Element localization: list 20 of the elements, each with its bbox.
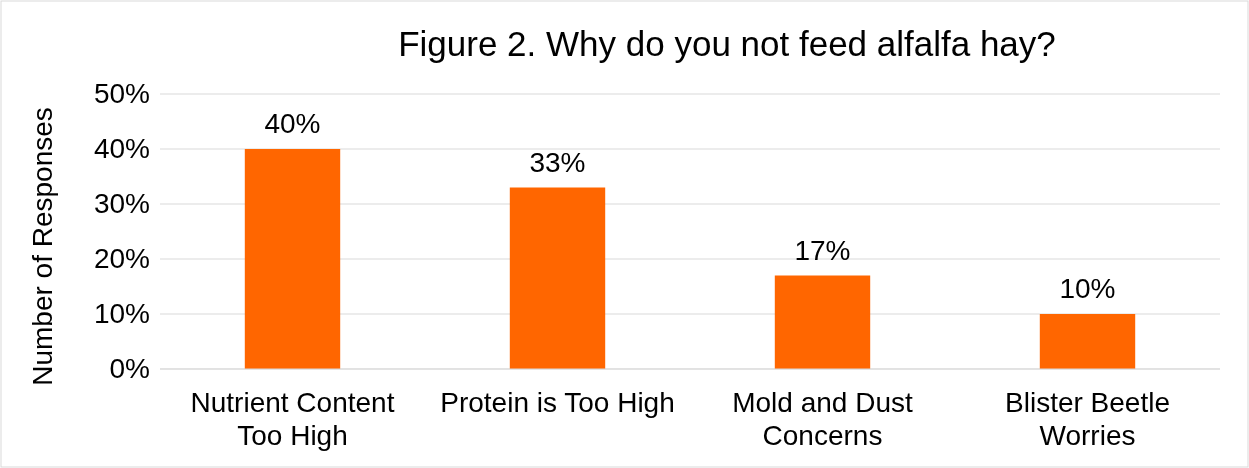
y-tick-label: 50%	[93, 78, 150, 110]
data-label: 17%	[794, 234, 851, 266]
y-tick-label: 40%	[93, 133, 150, 165]
y-tick-label: 30%	[93, 188, 150, 220]
y-axis-title: Number of Responses	[27, 107, 58, 386]
bar	[1039, 314, 1136, 369]
x-tick-label: Nutrient Content Too High	[190, 387, 395, 451]
chart-title: Figure 2. Why do you not feed alfalfa hay?	[398, 24, 1056, 63]
bar	[509, 187, 606, 369]
x-tick-label: Mold and Dust Concerns	[732, 387, 913, 451]
y-tick-label: 10%	[93, 298, 150, 330]
data-label: 33%	[529, 146, 586, 178]
y-tick-label: 0%	[109, 353, 150, 385]
bar	[244, 149, 341, 369]
bar	[774, 275, 871, 369]
x-tick-label: Blister Beetle Worries	[1005, 387, 1170, 451]
data-label: 40%	[264, 108, 321, 139]
data-label: 10%	[1059, 273, 1116, 304]
x-tick-label: Protein is Too High	[440, 387, 675, 418]
y-tick-label: 20%	[93, 243, 150, 275]
